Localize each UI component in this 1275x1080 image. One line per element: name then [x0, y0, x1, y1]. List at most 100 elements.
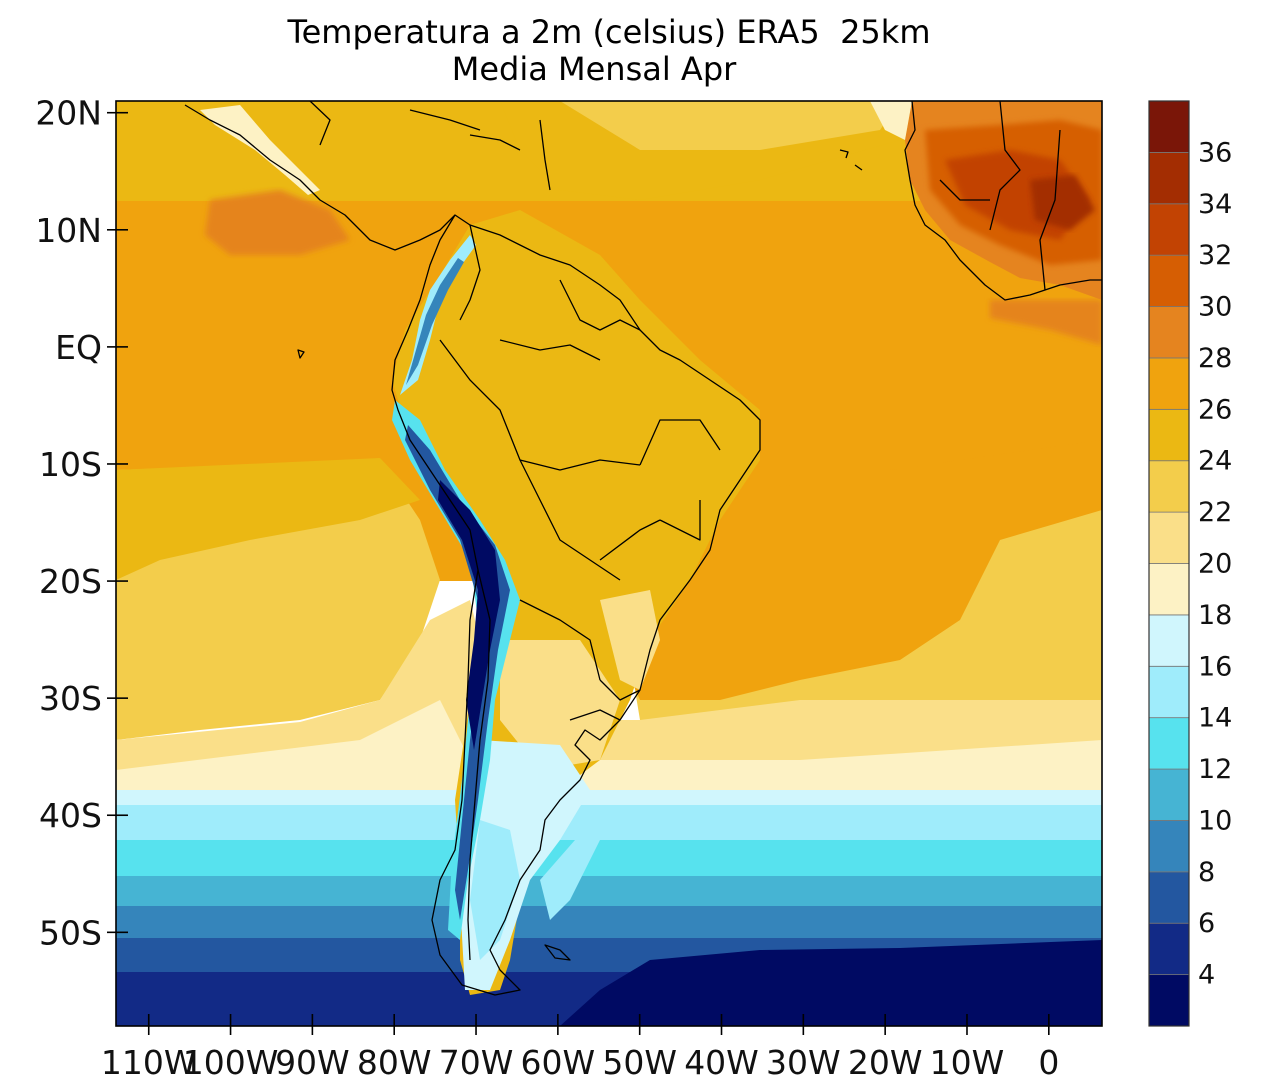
band-below-4c — [560, 940, 1102, 1026]
colorbar-segment — [1148, 974, 1190, 1027]
colorbar-label: 16 — [1198, 651, 1232, 682]
colorbar-segment — [1148, 563, 1190, 616]
colorbar-label: 8 — [1198, 857, 1215, 888]
lon-tick-label: 90W — [275, 1043, 350, 1080]
lat-tick-label: EQ — [55, 328, 102, 367]
colorbar-label: 36 — [1198, 137, 1232, 168]
west-africa-coast — [904, 101, 1102, 301]
band-18c — [116, 700, 1102, 805]
colorbar-segment — [1148, 408, 1190, 462]
colorbar-segment — [1148, 357, 1190, 410]
colorbar-label: 28 — [1198, 343, 1232, 374]
lat-tick-label: 20S — [39, 562, 102, 601]
colorbar-label: 6 — [1198, 908, 1215, 939]
lat-tick-label: 30S — [39, 679, 102, 718]
colorbar-segment — [1148, 306, 1190, 359]
africa-warm-coast — [990, 300, 1102, 345]
pacific-warm-pool — [205, 190, 350, 255]
lon-tick-label: 0 — [1038, 1043, 1059, 1080]
lon-tick-label: 70W — [439, 1043, 514, 1080]
border-uruguay — [569, 709, 621, 721]
colorbar-segment — [1148, 820, 1190, 873]
map-title-line1: Temperatura a 2m (celsius) ERA5 25km — [287, 13, 931, 51]
colorbar-label: 12 — [1198, 754, 1232, 785]
colorbar-segment — [1148, 768, 1190, 821]
colorbar-segment — [1148, 460, 1190, 513]
colorbar-label: 26 — [1198, 394, 1232, 425]
colorbar-label: 30 — [1198, 292, 1232, 323]
border-argentina-paraguay — [519, 599, 601, 681]
colorbar-segment — [1148, 511, 1190, 564]
colorbar-label: 18 — [1198, 600, 1232, 631]
lon-tick-label: 80W — [357, 1043, 432, 1080]
lon-tick-label: 10W — [930, 1043, 1005, 1080]
temperature-field — [116, 101, 1102, 1026]
colorbar-label: 20 — [1198, 549, 1232, 580]
border-amazon — [499, 339, 601, 361]
latitude-axis: 20N 10N EQ 10S 20S 30S 40S 50S — [35, 94, 128, 952]
colorbar-segment — [1148, 717, 1190, 770]
central-america-highlands — [200, 105, 320, 195]
lon-tick-label: 60W — [521, 1043, 596, 1080]
lon-tick-label: 30W — [766, 1043, 841, 1080]
colorbar-segment — [1148, 614, 1190, 667]
central-america-coast — [184, 101, 456, 251]
map-title-line2: Media Mensal Apr — [452, 50, 737, 88]
band-14c — [116, 805, 1102, 845]
caribbean-islands — [409, 109, 551, 191]
lat-tick-label: 40S — [39, 796, 102, 835]
lat-tick-label: 10N — [35, 211, 102, 250]
border-colombia-venezuela — [459, 224, 481, 321]
plot-frame — [115, 100, 1103, 1027]
band-12c — [116, 840, 1102, 882]
andes-outer — [392, 400, 520, 940]
cape-verde — [839, 149, 863, 171]
border-chile-argentina — [467, 569, 491, 961]
falklands — [544, 944, 571, 961]
lon-tick-label: 40W — [684, 1043, 759, 1080]
coastlines — [184, 101, 1102, 996]
band-pacific-warm — [116, 458, 420, 580]
colorbar-segment — [1148, 665, 1190, 719]
pampas-cool — [500, 640, 620, 770]
sahel-hottest — [1030, 175, 1095, 230]
lat-tick-label: 50S — [39, 913, 102, 952]
galapagos — [297, 349, 305, 359]
brazil-highlands-cool — [600, 590, 660, 690]
colorbar-segment — [1148, 254, 1190, 307]
lat-tick-label: 10S — [39, 445, 102, 484]
lon-tick-label: 20W — [848, 1043, 923, 1080]
colorbar-segment — [1148, 151, 1190, 205]
colorbar-segment — [1148, 100, 1190, 153]
andes-core — [438, 480, 500, 750]
colorbar-label: 10 — [1198, 805, 1232, 836]
band-10c — [116, 876, 1102, 910]
colorbar-label: 24 — [1198, 446, 1232, 477]
colorbar-label: 4 — [1198, 960, 1215, 991]
border-brazil-states — [599, 419, 721, 561]
west-africa-borders — [939, 101, 1061, 291]
border-brazil-bolivia — [519, 459, 621, 581]
colorbar-segment — [1148, 922, 1190, 976]
lon-tick-label: 50W — [602, 1043, 677, 1080]
lon-tick-label: 110W — [101, 1043, 197, 1080]
colorbar-label: 22 — [1198, 497, 1232, 528]
colorbar-frame — [1148, 100, 1190, 1027]
border-brazil-south — [599, 679, 641, 701]
band-north-atlantic-cool — [560, 101, 900, 150]
colorbar-label: 32 — [1198, 240, 1232, 271]
colorbar-label: 14 — [1198, 703, 1232, 734]
lat-tick-label: 20N — [35, 94, 102, 133]
lon-tick-label: 100W — [183, 1043, 279, 1080]
border-guianas — [559, 279, 641, 331]
south-america-coast — [391, 214, 761, 996]
band-8c — [116, 906, 1102, 942]
colorbar: 4 6 8 10 12 14 16 18 20 22 24 26 28 30 32 34 36 — [1148, 100, 1232, 1027]
colorbar-label: 34 — [1198, 189, 1232, 220]
colombian-andes-core — [406, 258, 464, 385]
south-atlantic-cool-tongue — [540, 810, 610, 920]
colorbar-segment — [1148, 871, 1190, 924]
patagonia-inner — [470, 820, 520, 960]
